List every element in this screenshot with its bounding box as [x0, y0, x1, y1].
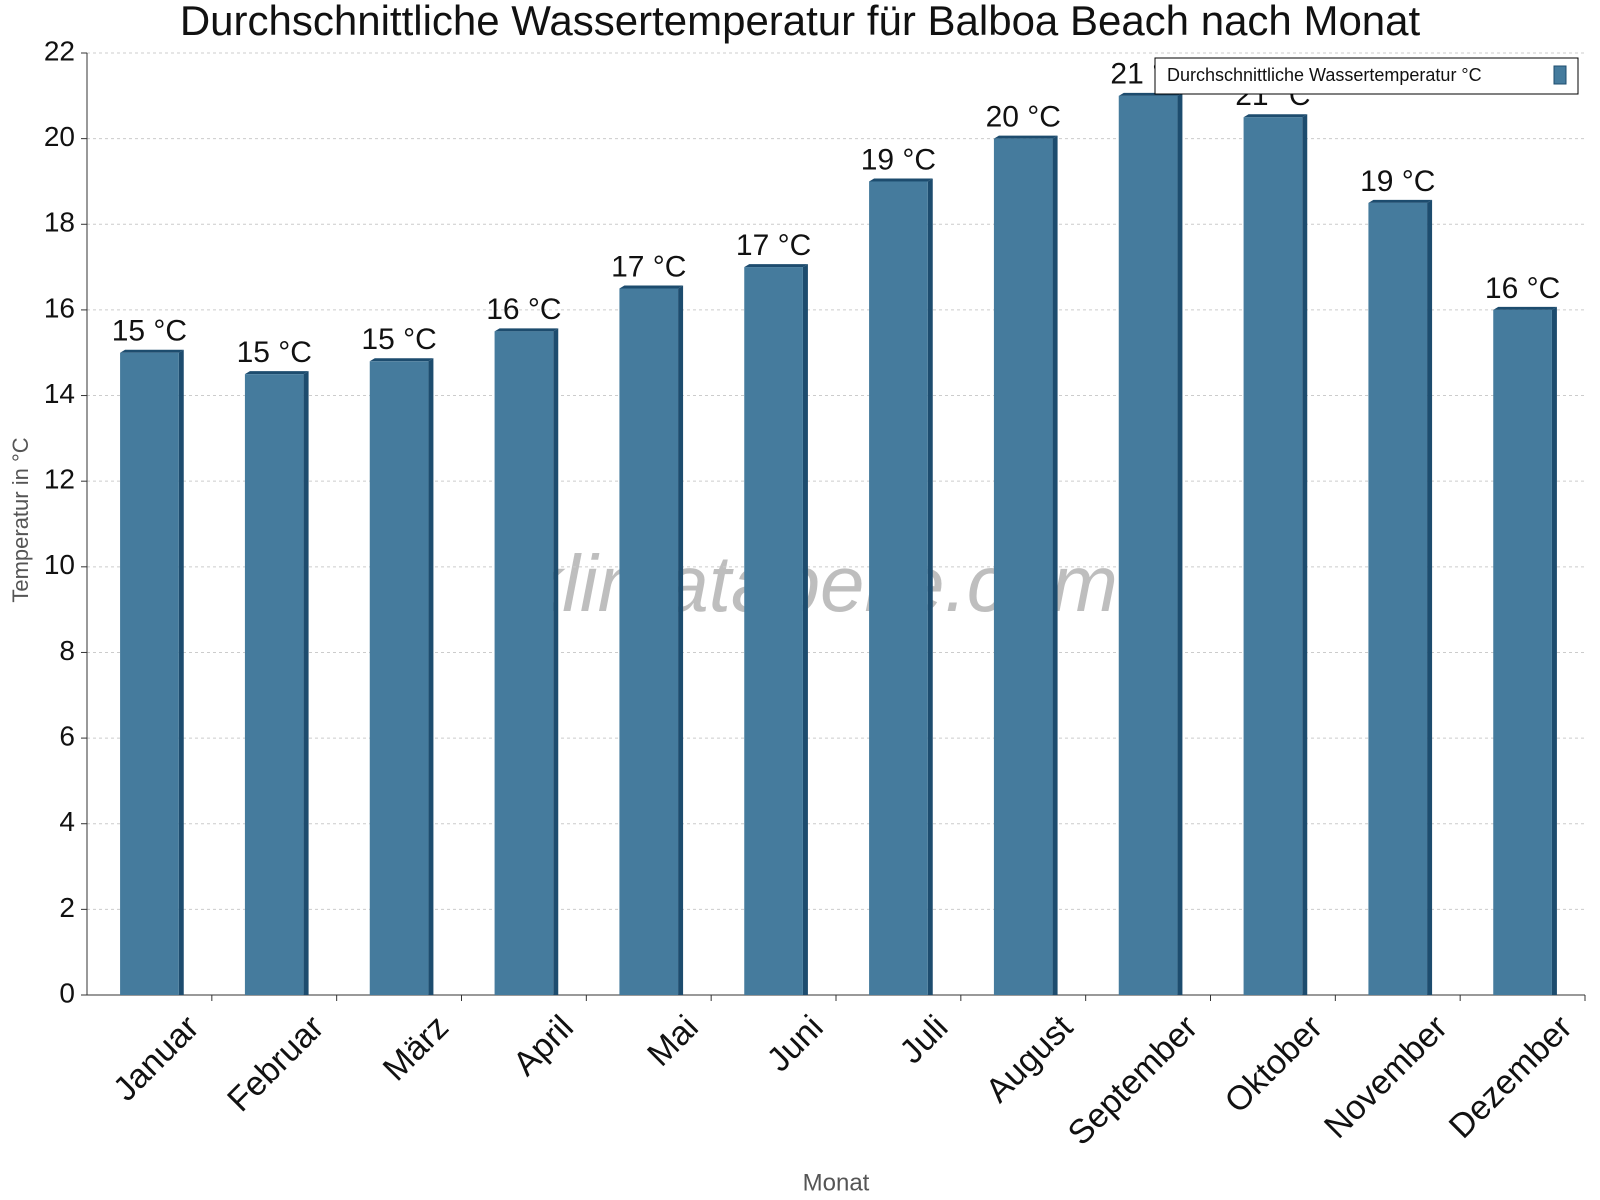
y-tick-label: 18	[44, 207, 75, 238]
x-tick-label: Juni	[760, 1008, 831, 1079]
bar-top	[619, 285, 684, 289]
y-tick-label: 20	[44, 121, 75, 152]
bar	[494, 331, 554, 995]
bar	[1493, 309, 1552, 996]
x-tick-label: Februar	[220, 1008, 331, 1119]
bar	[1118, 95, 1178, 996]
bar-top	[244, 371, 309, 375]
x-tick-label: Mai	[640, 1008, 706, 1074]
y-tick-label: 2	[59, 892, 75, 923]
bar-side	[1177, 92, 1183, 996]
y-tick-label: 4	[59, 806, 75, 837]
x-axis-title: Monat	[803, 1169, 870, 1196]
bar-top	[744, 264, 808, 268]
x-tick-label: Dezember	[1442, 1008, 1580, 1146]
bar-side	[428, 358, 434, 996]
x-tick-label: Januar	[106, 1008, 206, 1108]
value-label: 17 °C	[611, 250, 686, 283]
bar	[869, 181, 928, 996]
bar-side	[1551, 306, 1557, 996]
bar	[1368, 202, 1428, 995]
x-tick-label: März	[376, 1008, 456, 1088]
y-tick-label: 10	[44, 549, 75, 580]
bar-top	[1368, 199, 1433, 203]
value-label: 20 °C	[986, 101, 1061, 134]
legend-swatch	[1553, 65, 1567, 85]
bar-side	[1052, 135, 1058, 996]
bar-top	[369, 358, 434, 362]
value-label: 16 °C	[486, 293, 561, 326]
legend-label: Durchschnittliche Wassertemperatur °C	[1167, 65, 1482, 85]
bar	[244, 374, 304, 995]
y-tick-label: 8	[59, 635, 75, 666]
value-label: 15 °C	[237, 336, 312, 369]
x-tick-label: Juli	[892, 1008, 955, 1071]
bar	[744, 267, 803, 995]
bar	[993, 138, 1053, 996]
value-label: 15 °C	[112, 315, 187, 348]
y-tick-label: 16	[44, 292, 75, 323]
value-label: 16 °C	[1485, 272, 1560, 305]
x-tick-label: August	[979, 1008, 1081, 1110]
bar	[1243, 117, 1303, 995]
bar-side	[1302, 114, 1308, 995]
bar-side	[1427, 199, 1433, 995]
y-tick-label: 0	[59, 977, 75, 1008]
x-tick-label: April	[506, 1008, 581, 1083]
bar-side	[178, 349, 184, 995]
value-label: 17 °C	[736, 229, 811, 262]
bar	[369, 361, 429, 996]
y-tick-label: 12	[44, 464, 75, 495]
value-label: 15 °C	[361, 323, 436, 356]
value-label: 19 °C	[861, 143, 936, 176]
bar-side	[802, 264, 808, 995]
y-tick-label: 6	[59, 720, 75, 751]
value-label: 19 °C	[1360, 165, 1435, 198]
bar-side	[927, 178, 933, 996]
legend-box	[1154, 57, 1579, 95]
bar	[120, 352, 179, 995]
x-tick-label: Oktober	[1218, 1008, 1330, 1120]
x-tick-label: November	[1317, 1008, 1455, 1146]
legend: Durchschnittliche Wassertemperatur °C	[1154, 57, 1579, 95]
bar-side	[678, 285, 684, 995]
y-tick-label: 14	[44, 378, 75, 409]
bar-side	[303, 371, 309, 995]
bar-top	[869, 178, 933, 182]
bar	[619, 288, 679, 995]
bar-top	[494, 328, 559, 332]
x-tick-label: September	[1061, 1008, 1205, 1152]
bar-top	[1493, 306, 1557, 310]
bar-top	[1243, 114, 1308, 118]
chart-title: Durchschnittliche Wassertemperatur für B…	[180, 0, 1421, 44]
y-axis-title: Temperatur in °C	[8, 437, 33, 602]
bar-top	[993, 135, 1058, 139]
bar-top	[120, 349, 184, 353]
bar-side	[553, 328, 559, 995]
y-tick-label: 22	[44, 35, 75, 66]
